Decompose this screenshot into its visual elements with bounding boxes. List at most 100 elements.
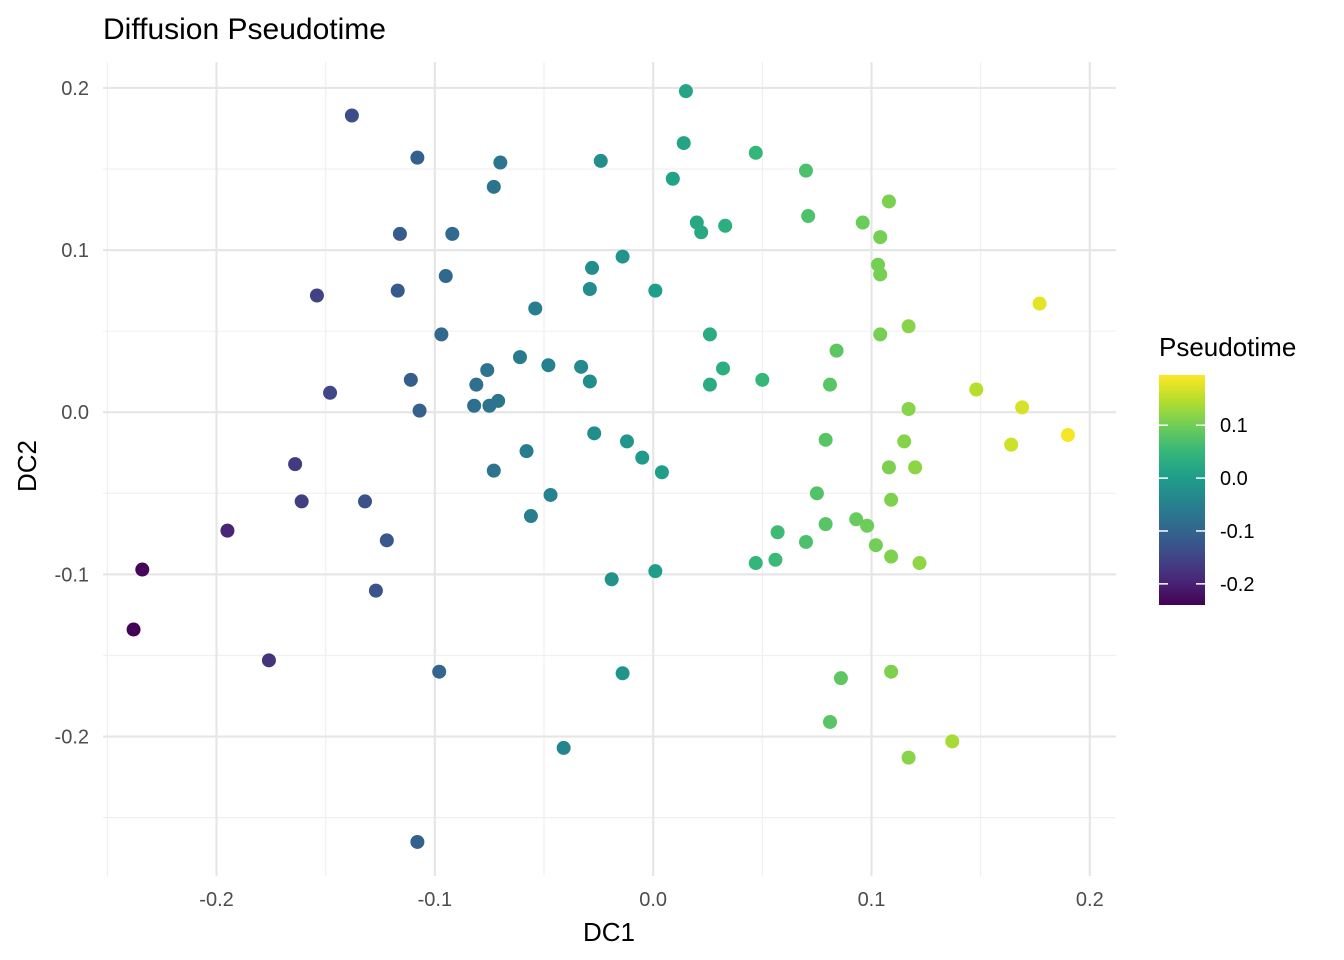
data-point xyxy=(945,734,960,749)
data-point xyxy=(897,434,912,449)
data-point xyxy=(1004,437,1019,452)
legend-tick-label: 0.1 xyxy=(1220,415,1248,437)
data-point xyxy=(873,327,888,342)
data-point xyxy=(770,525,785,540)
y-axis-ticks: -0.2 -0.1 0.0 0.1 0.2 xyxy=(55,78,89,749)
data-point xyxy=(541,358,556,373)
data-point xyxy=(884,664,899,679)
data-point xyxy=(593,153,608,168)
data-point xyxy=(969,382,984,397)
data-point xyxy=(1060,427,1075,442)
data-point xyxy=(135,562,150,577)
data-point xyxy=(323,385,338,400)
data-point xyxy=(410,150,425,165)
data-point xyxy=(482,398,497,413)
x-tick-label: -0.2 xyxy=(199,889,233,911)
data-point xyxy=(809,486,824,501)
data-point xyxy=(702,377,717,392)
data-point xyxy=(908,460,923,475)
legend-title: Pseudotime xyxy=(1159,332,1296,362)
data-point xyxy=(748,556,763,571)
data-point xyxy=(818,432,833,447)
data-point xyxy=(309,288,324,303)
legend-tick-label: 0.0 xyxy=(1220,468,1248,490)
data-point xyxy=(412,403,427,418)
data-point xyxy=(126,622,141,637)
data-point xyxy=(849,512,864,527)
x-tick-label: 0.0 xyxy=(639,889,667,911)
data-point xyxy=(523,509,538,524)
legend-colorbar xyxy=(1159,375,1205,605)
data-point xyxy=(619,434,634,449)
data-point xyxy=(648,564,663,579)
data-point xyxy=(1015,400,1030,415)
data-point xyxy=(445,226,460,241)
data-point xyxy=(755,372,770,387)
data-point xyxy=(368,583,383,598)
data-point xyxy=(901,319,916,334)
legend-tick-label: -0.1 xyxy=(1220,521,1254,543)
data-point xyxy=(676,136,691,151)
data-point xyxy=(288,457,303,472)
data-point xyxy=(665,171,680,186)
data-point xyxy=(635,450,650,465)
data-point xyxy=(884,492,899,507)
x-axis-title: DC1 xyxy=(583,917,635,947)
x-tick-label: 0.2 xyxy=(1076,889,1104,911)
data-point xyxy=(694,225,709,240)
data-point xyxy=(344,108,359,123)
data-point xyxy=(615,249,630,264)
data-point xyxy=(716,361,731,376)
data-point xyxy=(823,714,838,729)
plot-grid xyxy=(103,62,1116,876)
data-point xyxy=(493,155,508,170)
data-point xyxy=(873,267,888,282)
data-point xyxy=(220,523,235,538)
data-point xyxy=(379,533,394,548)
data-point xyxy=(585,260,600,275)
data-point xyxy=(294,494,309,509)
data-point xyxy=(469,377,484,392)
data-point xyxy=(718,218,733,233)
data-point xyxy=(574,359,589,374)
data-point xyxy=(390,283,405,298)
data-point xyxy=(582,282,597,297)
data-point xyxy=(884,549,899,564)
data-point xyxy=(829,343,844,358)
data-point xyxy=(615,666,630,681)
data-point xyxy=(833,671,848,686)
data-point xyxy=(604,572,619,587)
data-point xyxy=(901,402,916,417)
data-point xyxy=(410,834,425,849)
x-tick-label: 0.1 xyxy=(858,889,886,911)
data-point xyxy=(467,398,482,413)
data-point xyxy=(528,301,543,316)
data-point xyxy=(1032,296,1047,311)
data-point xyxy=(801,209,816,224)
data-point xyxy=(438,269,453,284)
legend-tick-label: -0.2 xyxy=(1220,574,1254,596)
x-axis-ticks: -0.2 -0.1 0.0 0.1 0.2 xyxy=(199,889,1103,911)
data-point xyxy=(873,230,888,245)
data-point xyxy=(519,444,534,459)
data-point xyxy=(823,377,838,392)
data-point xyxy=(543,487,558,502)
data-point xyxy=(912,556,927,571)
data-point xyxy=(357,494,372,509)
chart-title: Diffusion Pseudotime xyxy=(103,13,386,46)
data-point xyxy=(261,653,276,668)
data-point xyxy=(556,740,571,755)
x-tick-label: -0.1 xyxy=(418,889,452,911)
y-axis-title: DC2 xyxy=(12,440,42,492)
data-point xyxy=(748,145,763,160)
data-point xyxy=(512,350,527,365)
y-tick-label: 0.0 xyxy=(61,402,89,424)
data-point xyxy=(486,463,501,478)
data-point xyxy=(434,327,449,342)
data-point xyxy=(855,215,870,230)
data-point xyxy=(432,664,447,679)
data-point xyxy=(768,552,783,567)
data-point xyxy=(654,465,669,480)
data-point xyxy=(818,517,833,532)
